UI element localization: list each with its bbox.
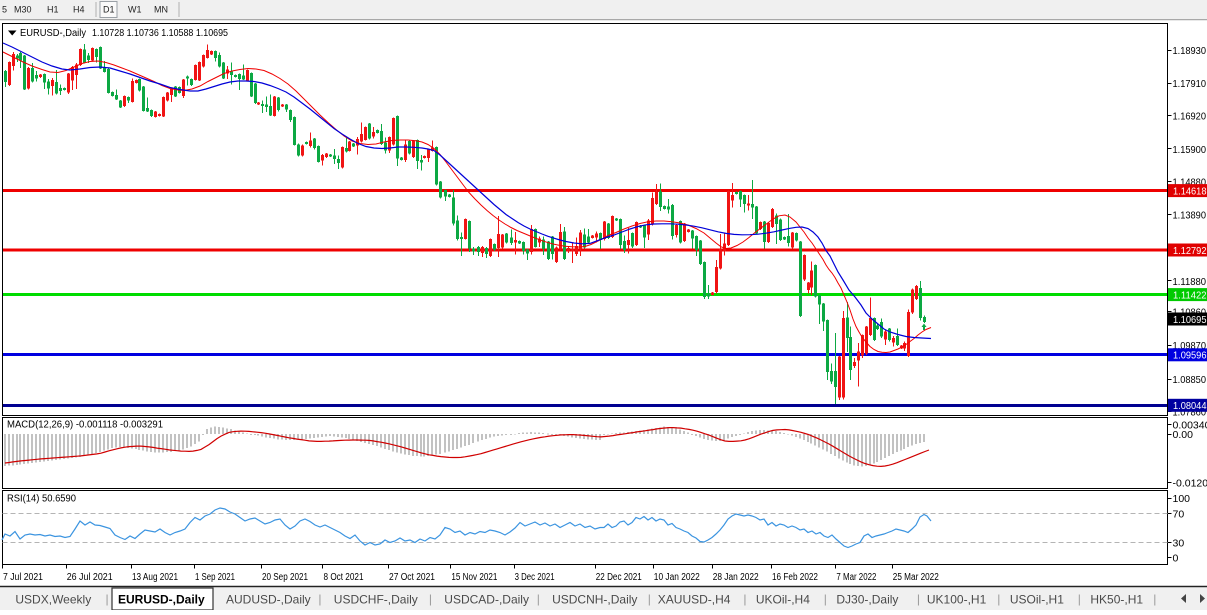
svg-text:1.08850: 1.08850 (1173, 374, 1207, 386)
svg-text:|: | (997, 592, 1000, 606)
svg-text:D1: D1 (103, 5, 115, 15)
svg-text:7 Jul 2021: 7 Jul 2021 (3, 572, 43, 583)
svg-text:|: | (1078, 592, 1081, 606)
svg-text:UK100-,H1: UK100-,H1 (927, 593, 987, 607)
svg-text:30: 30 (1173, 537, 1185, 549)
svg-text:AUDUSD-,Daily: AUDUSD-,Daily (226, 593, 311, 607)
svg-text:1.15900: 1.15900 (1173, 144, 1207, 156)
svg-text:|: | (824, 592, 827, 606)
svg-text:DJ30-,Daily: DJ30-,Daily (836, 593, 898, 607)
svg-text:|: | (648, 592, 651, 606)
svg-text:1.10695: 1.10695 (1173, 314, 1207, 326)
svg-text:|: | (743, 592, 746, 606)
svg-text:8 Oct 2021: 8 Oct 2021 (324, 572, 364, 583)
svg-text:16 Feb 2022: 16 Feb 2022 (772, 572, 818, 583)
svg-text:100: 100 (1173, 493, 1191, 505)
svg-text:USDCAD-,Daily: USDCAD-,Daily (444, 593, 529, 607)
svg-text:EURUSD-,Daily: EURUSD-,Daily (118, 593, 205, 607)
svg-text:USDCNH-,Daily: USDCNH-,Daily (552, 593, 637, 607)
svg-text:1.11422: 1.11422 (1173, 289, 1207, 301)
svg-text:|: | (106, 592, 109, 606)
svg-text:1.08044: 1.08044 (1173, 400, 1207, 412)
svg-text:USDCHF-,Daily: USDCHF-,Daily (334, 593, 418, 607)
svg-text:1.14618: 1.14618 (1173, 185, 1207, 197)
svg-text:13 Aug 2021: 13 Aug 2021 (132, 572, 178, 583)
svg-text:7 Mar 2022: 7 Mar 2022 (836, 572, 876, 583)
svg-text:0.00: 0.00 (1173, 429, 1194, 441)
svg-text:W1: W1 (128, 5, 142, 15)
svg-text:1.10728 1.10736 1.10588 1.1069: 1.10728 1.10736 1.10588 1.10695 (92, 27, 228, 39)
svg-text:5: 5 (2, 5, 7, 15)
svg-text:H4: H4 (73, 5, 85, 15)
svg-text:UKOil-,H4: UKOil-,H4 (756, 593, 810, 607)
svg-text:28 Jan 2022: 28 Jan 2022 (713, 572, 759, 583)
svg-text:|: | (429, 592, 432, 606)
svg-text:3 Dec 2021: 3 Dec 2021 (515, 572, 555, 583)
svg-text:HK50-,H1: HK50-,H1 (1090, 593, 1143, 607)
svg-text:1.13890: 1.13890 (1173, 209, 1207, 221)
svg-text:1.09596: 1.09596 (1173, 350, 1207, 362)
svg-text:0: 0 (1173, 553, 1179, 565)
svg-text:|: | (917, 592, 920, 606)
svg-text:1.17910: 1.17910 (1173, 78, 1207, 90)
svg-text:27 Oct 2021: 27 Oct 2021 (389, 572, 435, 583)
svg-text:USOil-,H1: USOil-,H1 (1010, 593, 1064, 607)
svg-text:|: | (318, 592, 321, 606)
svg-text:1.18930: 1.18930 (1173, 45, 1207, 57)
svg-text:26 Jul 2021: 26 Jul 2021 (67, 572, 113, 583)
svg-text:1.12792: 1.12792 (1173, 245, 1207, 257)
svg-text:USDX,Weekly: USDX,Weekly (15, 593, 91, 607)
svg-text:M30: M30 (14, 5, 32, 15)
svg-text:XAUUSD-,H4: XAUUSD-,H4 (658, 593, 731, 607)
svg-text:1.11880: 1.11880 (1173, 276, 1207, 288)
svg-text:20 Sep 2021: 20 Sep 2021 (262, 572, 308, 583)
svg-text:70: 70 (1173, 508, 1185, 520)
svg-text:22 Dec 2021: 22 Dec 2021 (596, 572, 642, 583)
svg-text:1 Sep 2021: 1 Sep 2021 (195, 572, 235, 583)
svg-text:MN: MN (154, 5, 168, 15)
svg-text:25 Mar 2022: 25 Mar 2022 (893, 572, 939, 583)
svg-text:MACD(12,26,9) -0.001118 -0.003: MACD(12,26,9) -0.001118 -0.003291 (7, 420, 163, 431)
svg-text:|: | (537, 592, 540, 606)
svg-text:10 Jan 2022: 10 Jan 2022 (654, 572, 700, 583)
svg-text:H1: H1 (47, 5, 59, 15)
svg-text:15 Nov 2021: 15 Nov 2021 (451, 572, 497, 583)
svg-text:EURUSD-,Daily: EURUSD-,Daily (20, 27, 87, 39)
svg-text:RSI(14) 50.6590: RSI(14) 50.6590 (7, 494, 76, 505)
svg-text:|: | (1153, 592, 1156, 606)
svg-text:1.16920: 1.16920 (1173, 111, 1207, 123)
svg-text:-0.012053: -0.012053 (1173, 477, 1207, 489)
